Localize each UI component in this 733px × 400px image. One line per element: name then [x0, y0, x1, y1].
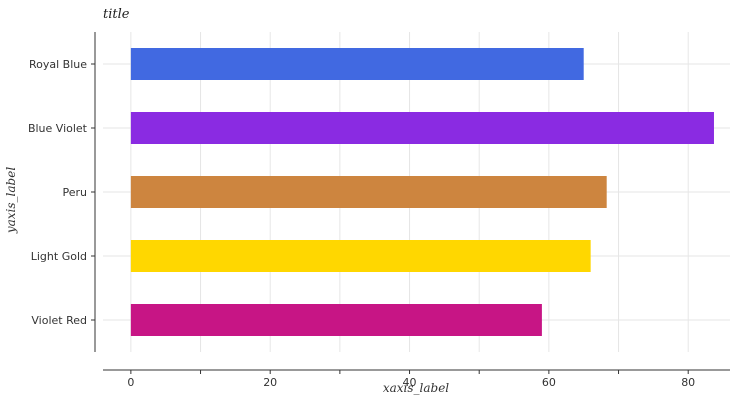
axes: 0 20 40 60 80 Violet Red Light Gold Peru Blue Vi… [28, 32, 730, 389]
y-tick-label: Blue Violet [28, 122, 88, 135]
x-tick-label: 60 [542, 376, 556, 389]
x-tick-label: 20 [263, 376, 277, 389]
bar-royal-blue [130, 48, 584, 80]
bar-blue-violet [130, 112, 714, 144]
bar-violet-red [130, 304, 542, 336]
y-tick-label: Peru [62, 186, 87, 199]
x-tick-label: 0 [127, 376, 134, 389]
y-tick-label: Royal Blue [29, 58, 87, 71]
y-axis-label: yaxis_label [4, 167, 18, 234]
x-tick-label: 80 [681, 376, 695, 389]
y-tick-label: Light Gold [31, 250, 87, 263]
bars [130, 48, 714, 336]
bar-light-gold [130, 240, 591, 272]
chart-title: title [103, 7, 130, 22]
x-tick-label: 40 [403, 376, 417, 389]
x-axis-label: xaxis_label [383, 381, 449, 395]
bar-peru [130, 176, 607, 208]
y-tick-label: Violet Red [31, 314, 87, 327]
